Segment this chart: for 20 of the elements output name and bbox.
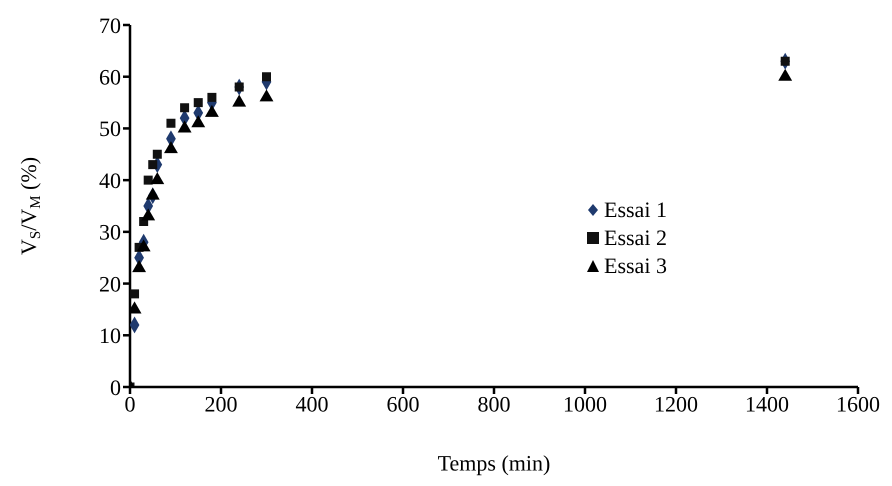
y-tick-label: 10 (99, 323, 121, 348)
y-tick-label: 20 (99, 271, 121, 296)
y-tick-label: 60 (99, 64, 121, 90)
x-tick-label: 400 (296, 392, 328, 417)
y-tick-label: 50 (99, 116, 121, 142)
legend-label: Essai 3 (604, 252, 667, 280)
x-tick-label: 800 (478, 392, 510, 417)
y-tick-label: 0 (110, 374, 121, 400)
x-axis-title: Temps (min) (438, 450, 550, 476)
y-tick-label: 30 (99, 220, 121, 245)
x-tick-label: 1400 (745, 392, 789, 417)
x-tick-label: 1000 (563, 392, 607, 417)
x-tick-label: 1600 (836, 392, 880, 417)
y-tick-label: 40 (99, 168, 121, 193)
legend-label: Essai 1 (604, 196, 667, 224)
x-tick-label: 600 (386, 392, 420, 417)
legend-label: Essai 2 (604, 224, 667, 252)
x-tick-label: 200 (204, 392, 238, 417)
x-tick-label: 1200 (654, 392, 698, 417)
y-tick-label: 70 (99, 12, 121, 38)
